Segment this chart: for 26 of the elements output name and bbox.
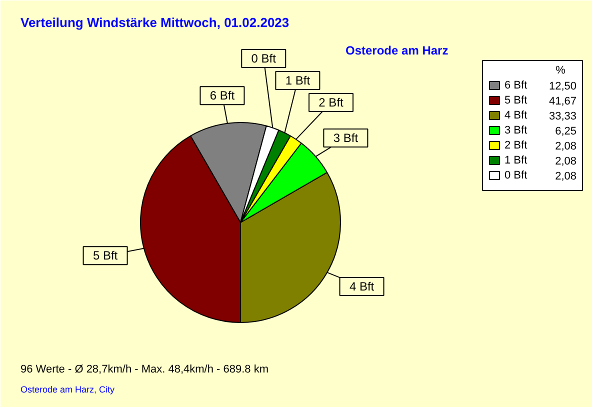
slice-label: 3 Bft — [333, 131, 359, 146]
legend-label: 2 Bft — [504, 140, 528, 152]
slice-label: 6 Bft — [210, 88, 236, 103]
slice-label: 2 Bft — [318, 96, 344, 110]
legend-label: 4 Bft — [504, 110, 528, 122]
legend-label: 0 Bft — [504, 170, 528, 182]
slice-label: 1 Bft — [285, 74, 311, 88]
slice-label: 5 Bft — [92, 248, 118, 263]
legend-label: 6 Bft — [504, 80, 528, 92]
data-label: 41,67 — [548, 96, 577, 108]
data-label: 33,33 — [548, 110, 577, 122]
data-label: 12,50 — [548, 80, 577, 92]
data-label: 2,08 — [555, 156, 577, 168]
slice-label: 4 Bft — [349, 279, 375, 294]
chart-subtitle: Osterode am Harz — [346, 44, 448, 58]
text: Osterode am Harz, City — [20, 384, 116, 394]
slice-label: 0 Bft — [251, 52, 277, 66]
chart-title: Verteilung Windstärke Mittwoch, 01.02.2023 — [20, 15, 290, 30]
data-label: 6,25 — [555, 126, 577, 138]
text: 96 Werte - Ø 28,7km/h - Max. 48,4km/h - 689.8 km — [20, 364, 268, 376]
legend-label: 1 Bft — [504, 154, 528, 166]
data-label: 2,08 — [555, 170, 577, 182]
legend-label: 5 Bft — [504, 94, 528, 106]
data-label: 2,08 — [555, 140, 577, 152]
legend-title: % — [556, 64, 566, 76]
legend-label: 3 Bft — [504, 124, 528, 136]
